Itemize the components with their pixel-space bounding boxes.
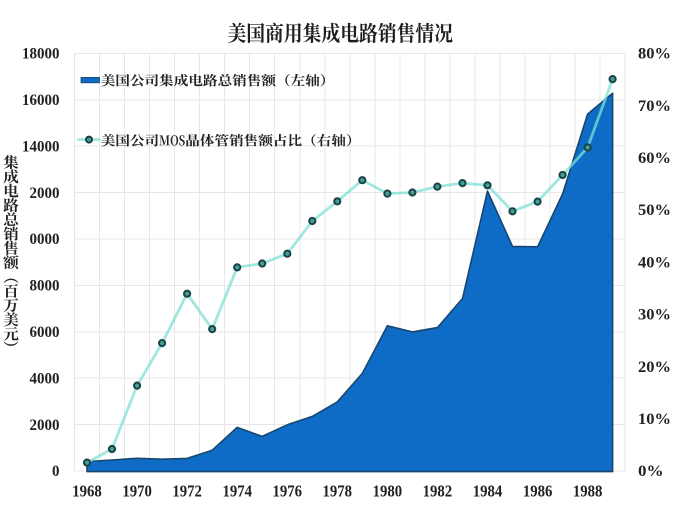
svg-text:40%: 40% xyxy=(638,254,671,271)
svg-text:6000: 6000 xyxy=(30,324,60,341)
svg-text:0: 0 xyxy=(52,463,60,480)
svg-text:2000: 2000 xyxy=(30,185,60,202)
svg-text:0000: 0000 xyxy=(30,231,60,248)
svg-text:8000: 8000 xyxy=(30,278,60,295)
svg-text:4000: 4000 xyxy=(30,370,60,387)
svg-text:1968: 1968 xyxy=(72,481,102,500)
svg-text:20%: 20% xyxy=(638,359,671,376)
svg-text:16000: 16000 xyxy=(22,92,60,109)
svg-text:50%: 50% xyxy=(638,202,671,219)
svg-text:1974: 1974 xyxy=(222,481,252,500)
svg-text:1978: 1978 xyxy=(323,481,353,500)
svg-text:0%: 0% xyxy=(638,463,664,480)
svg-text:18000: 18000 xyxy=(22,46,60,63)
svg-text:1988: 1988 xyxy=(573,481,603,500)
svg-text:10%: 10% xyxy=(638,411,671,428)
svg-text:1982: 1982 xyxy=(423,481,453,500)
svg-text:2000: 2000 xyxy=(30,417,60,434)
svg-text:60%: 60% xyxy=(638,150,671,167)
svg-text:30%: 30% xyxy=(638,307,671,324)
svg-text:1984: 1984 xyxy=(473,481,503,500)
svg-text:1970: 1970 xyxy=(122,481,152,500)
svg-text:70%: 70% xyxy=(638,98,671,115)
svg-text:1976: 1976 xyxy=(273,481,303,500)
svg-text:80%: 80% xyxy=(638,46,671,63)
svg-text:1986: 1986 xyxy=(523,481,553,500)
svg-text:1972: 1972 xyxy=(172,481,202,500)
svg-text:1980: 1980 xyxy=(373,481,403,500)
svg-text:14000: 14000 xyxy=(22,138,60,155)
